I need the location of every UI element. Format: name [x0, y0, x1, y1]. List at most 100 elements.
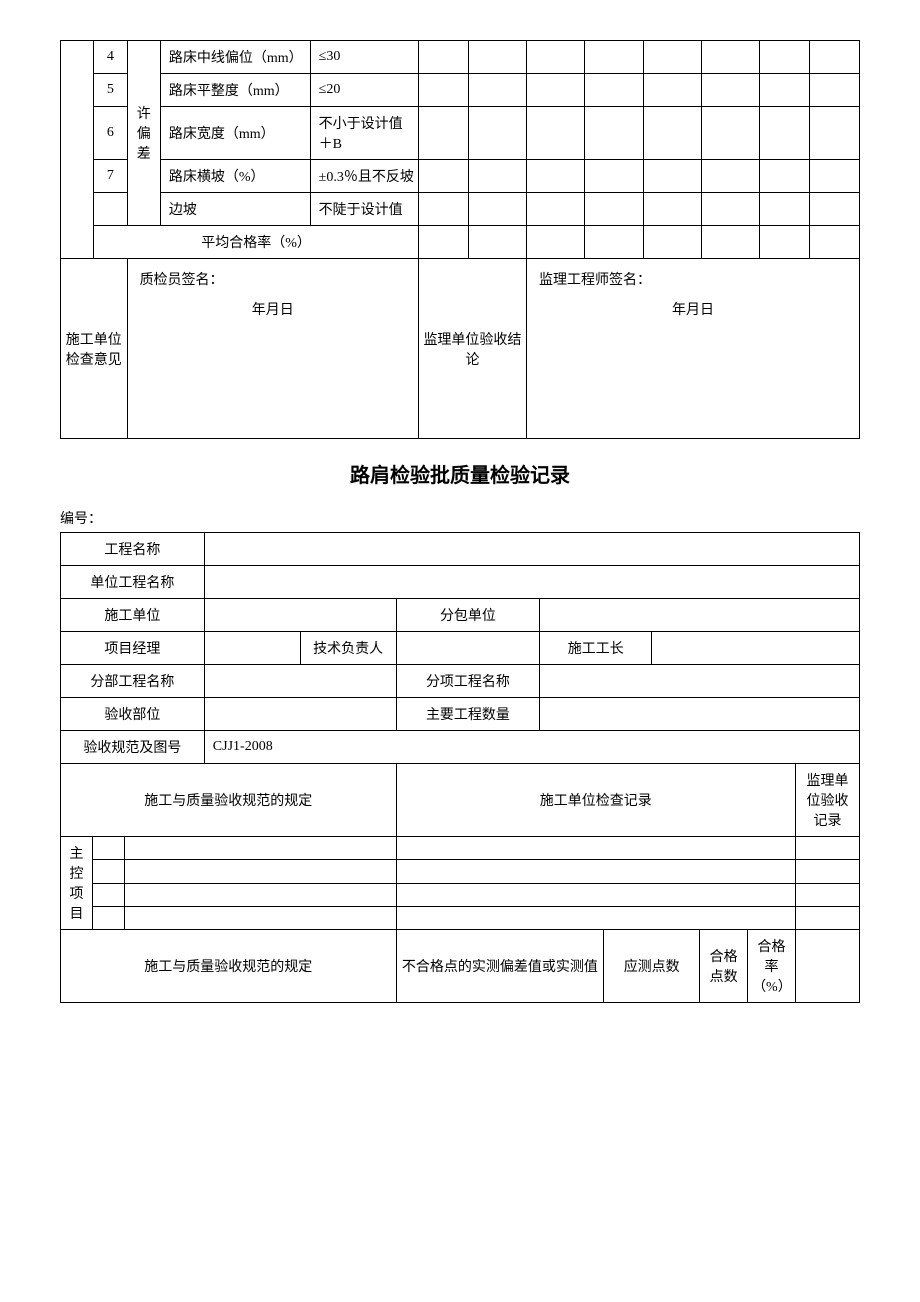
main-ctrl-label: 主控项目 — [61, 837, 93, 930]
cell — [527, 41, 585, 74]
row-num-6: 6 — [94, 107, 127, 160]
cell — [701, 193, 759, 226]
spec-no-val: CJJ1-2008 — [204, 731, 859, 764]
cell — [418, 226, 468, 259]
cell — [585, 193, 643, 226]
cell — [468, 226, 526, 259]
cell — [643, 107, 701, 160]
row-num-8 — [94, 193, 127, 226]
cell — [760, 226, 810, 259]
cell — [796, 837, 860, 860]
cell — [585, 160, 643, 193]
fail-actual-header: 不合格点的实测偏差值或实测值 — [396, 930, 604, 1003]
spec-rules-header: 施工与质量验收规范的规定 — [61, 764, 397, 837]
cell — [809, 193, 859, 226]
cell — [760, 160, 810, 193]
sup-sig-label: 监理工程师签名： — [539, 273, 651, 288]
cell — [809, 160, 859, 193]
tolerance-label: 许偏差 — [127, 41, 160, 226]
cell — [585, 74, 643, 107]
row-num-7: 7 — [94, 160, 127, 193]
row-group-blank — [61, 41, 94, 259]
cell — [701, 41, 759, 74]
item-4: 路床中线偏位（mm） — [160, 41, 310, 74]
pass-rate-header: 合格率（%） — [748, 930, 796, 1003]
cell — [124, 883, 396, 906]
sub-proj-val — [204, 665, 396, 698]
sub-unit-val — [540, 599, 860, 632]
cell — [809, 107, 859, 160]
main-qty-val — [540, 698, 860, 731]
accept-loc-val — [204, 698, 396, 731]
item-7: 路床横坡（%） — [160, 160, 310, 193]
cell — [527, 226, 585, 259]
table-roadbed-tolerance: 4 许偏差 路床中线偏位（mm） ≤30 5 路床平整度（mm） ≤20 6 路… — [60, 40, 860, 439]
spec-4: ≤30 — [310, 41, 418, 74]
sup-date: 年月日 — [539, 299, 847, 319]
cell — [92, 883, 124, 906]
cell — [643, 74, 701, 107]
pm-val — [204, 632, 300, 665]
cell — [124, 837, 396, 860]
cell — [124, 906, 396, 929]
cell — [92, 837, 124, 860]
cell — [796, 930, 860, 1003]
page-title-2: 路肩检验批质量检验记录 — [60, 459, 860, 488]
pm-label: 项目经理 — [61, 632, 205, 665]
cell — [92, 860, 124, 883]
should-pts-header: 应测点数 — [604, 930, 700, 1003]
qc-sig-label: 质检员签名： — [140, 273, 224, 288]
cell — [468, 74, 526, 107]
row-num-4: 4 — [94, 41, 127, 74]
sup-record-header: 监理单位验收记录 — [796, 764, 860, 837]
cell — [701, 74, 759, 107]
pass-pts-header: 合格点数 — [700, 930, 748, 1003]
proj-name-val — [204, 533, 859, 566]
cell — [760, 193, 810, 226]
cell — [527, 160, 585, 193]
cell — [701, 226, 759, 259]
cell — [418, 160, 468, 193]
cell — [701, 160, 759, 193]
cell — [468, 193, 526, 226]
cell — [643, 193, 701, 226]
sub-unit-label: 分包单位 — [396, 599, 540, 632]
spec-7: ±0.3％且不反坡 — [310, 160, 418, 193]
spec-8: 不陡于设计值 — [310, 193, 418, 226]
cell — [468, 41, 526, 74]
cell — [809, 41, 859, 74]
cell — [418, 193, 468, 226]
sub-proj-label: 分部工程名称 — [61, 665, 205, 698]
foreman-val — [652, 632, 860, 665]
cell — [809, 74, 859, 107]
cell — [418, 41, 468, 74]
constr-sig-cell: 质检员签名： 年月日 — [127, 259, 418, 439]
item-proj-val — [540, 665, 860, 698]
cell — [418, 74, 468, 107]
item-proj-label: 分项工程名称 — [396, 665, 540, 698]
cell — [418, 107, 468, 160]
cell — [396, 883, 795, 906]
proj-name-label: 工程名称 — [61, 533, 205, 566]
cell — [527, 74, 585, 107]
spec-rules-header-2: 施工与质量验收规范的规定 — [61, 930, 397, 1003]
cell — [796, 860, 860, 883]
spec-5: ≤20 — [310, 74, 418, 107]
main-qty-label: 主要工程数量 — [396, 698, 540, 731]
cell — [760, 107, 810, 160]
cell — [527, 193, 585, 226]
cell — [585, 107, 643, 160]
cell — [124, 860, 396, 883]
constr-record-header: 施工单位检查记录 — [396, 764, 795, 837]
row-num-5: 5 — [94, 74, 127, 107]
cell — [468, 160, 526, 193]
cell — [585, 41, 643, 74]
table-shoulder-inspection: 工程名称 单位工程名称 施工单位 分包单位 项目经理 技术负责人 施工工长 分部… — [60, 532, 860, 1003]
cell — [643, 41, 701, 74]
foreman-label: 施工工长 — [540, 632, 652, 665]
item-6: 路床宽度（mm） — [160, 107, 310, 160]
cell — [92, 906, 124, 929]
spec-6: 不小于设计值＋B — [310, 107, 418, 160]
tech-lead-val — [396, 632, 540, 665]
cell — [468, 107, 526, 160]
